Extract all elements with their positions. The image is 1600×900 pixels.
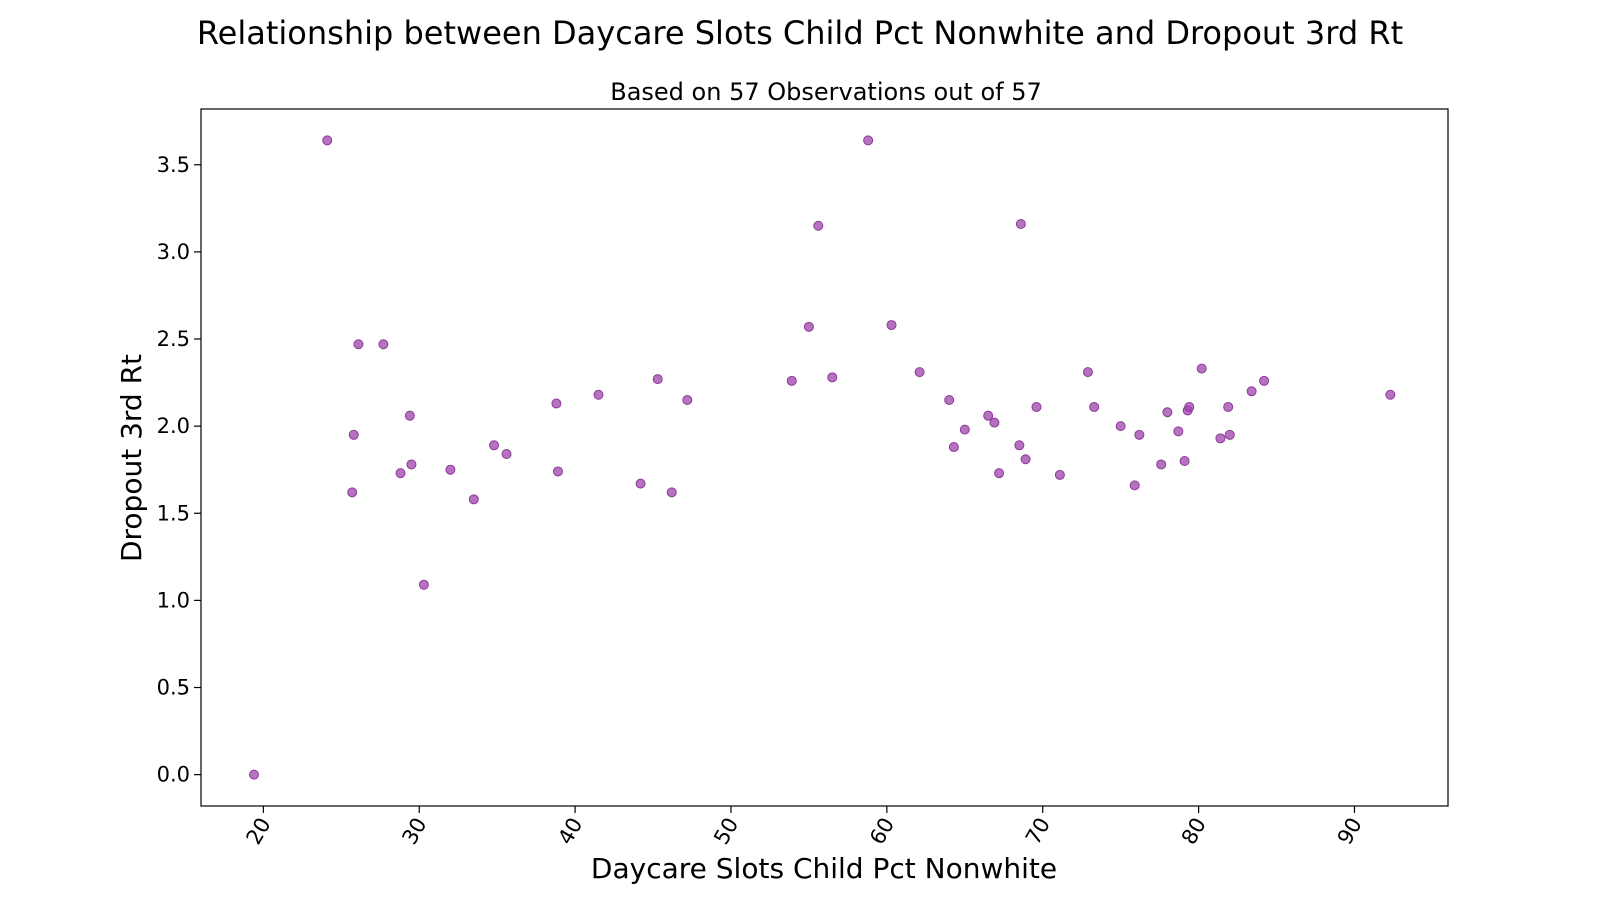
scatter-point: [682, 394, 693, 405]
scatter-point: [406, 459, 417, 470]
scatter-point: [378, 339, 389, 350]
chart-title: Relationship between Daycare Slots Child…: [197, 14, 1403, 52]
y-tick-label: 0.5: [157, 676, 190, 700]
scatter-point: [347, 487, 358, 498]
y-tick-label: 2.5: [157, 327, 190, 351]
data-points: [248, 135, 1396, 780]
scatter-point: [395, 468, 406, 479]
scatter-point: [1082, 367, 1093, 378]
scatter-point: [1089, 401, 1100, 412]
y-tick-label: 3.0: [157, 240, 190, 264]
scatter-point: [501, 449, 512, 460]
x-tick-label: 50: [709, 814, 743, 849]
y-tick-label: 1.5: [157, 501, 190, 525]
plot-frame: [200, 108, 1449, 807]
x-tick-label: 90: [1333, 814, 1367, 849]
chart-subtitle: Based on 57 Observations out of 57: [610, 78, 1042, 106]
scatter-point: [948, 442, 959, 453]
y-tick-label: 1.0: [157, 588, 190, 612]
x-tick-label: 80: [1177, 814, 1211, 849]
scatter-point: [353, 339, 364, 350]
scatter-point: [813, 220, 824, 231]
scatter-point: [827, 372, 838, 383]
scatter-point: [1015, 219, 1026, 230]
scatter-point: [489, 440, 500, 451]
x-tick-label: 30: [397, 814, 431, 849]
scatter-point: [1020, 454, 1031, 465]
scatter-point: [1134, 429, 1145, 440]
scatter-point: [1259, 375, 1270, 386]
scatter-point: [418, 579, 429, 590]
scatter-point: [635, 478, 646, 489]
scatter-point: [348, 429, 359, 440]
x-axis-ticks: 20 30 40 50 60 70 80 90: [242, 806, 1367, 849]
scatter-point: [914, 367, 925, 378]
scatter-point: [1129, 480, 1140, 491]
scatter-point: [322, 135, 333, 146]
scatter-point: [863, 135, 874, 146]
scatter-point: [1115, 421, 1126, 432]
scatter-point: [803, 321, 814, 332]
scatter-point: [1014, 440, 1025, 451]
scatter-point: [989, 417, 1000, 428]
scatter-point: [1246, 386, 1257, 397]
scatter-point: [1224, 429, 1235, 440]
y-tick-label: 0.0: [157, 763, 190, 787]
scatter-point: [1196, 363, 1207, 374]
y-axis-label: Dropout 3rd Rt: [115, 354, 148, 562]
x-tick-label: 20: [242, 814, 276, 849]
scatter-point: [1156, 459, 1167, 470]
scatter-point: [1223, 401, 1234, 412]
scatter-point: [666, 487, 677, 498]
scatter-point: [445, 464, 456, 475]
scatter-point: [1385, 389, 1396, 400]
scatter-point: [1179, 455, 1190, 466]
x-tick-label: 60: [865, 814, 899, 849]
y-axis-ticks: 0.0 0.5 1.0 1.5 2.0 2.5 3.0 3.5: [157, 153, 201, 787]
scatter-point: [404, 410, 415, 421]
scatter-point: [959, 424, 970, 435]
scatter-point: [1184, 401, 1195, 412]
scatter-point: [248, 769, 259, 780]
scatter-point: [886, 320, 897, 331]
scatter-point: [1215, 433, 1226, 444]
scatter-point: [1054, 469, 1065, 480]
scatter-point: [551, 398, 562, 409]
scatter-point: [1173, 426, 1184, 437]
x-axis-label: Daycare Slots Child Pct Nonwhite: [591, 852, 1057, 885]
scatter-point: [552, 466, 563, 477]
scatter-point: [994, 468, 1005, 479]
scatter-point: [593, 389, 604, 400]
scatter-point: [468, 494, 479, 505]
y-tick-label: 3.5: [157, 153, 190, 177]
scatter-point: [983, 410, 994, 421]
x-tick-label: 70: [1021, 814, 1055, 849]
scatter-point: [1162, 407, 1173, 418]
y-tick-label: 2.0: [157, 414, 190, 438]
scatter-point: [652, 374, 663, 385]
scatter-point: [786, 375, 797, 386]
scatter-point: [944, 394, 955, 405]
x-tick-label: 40: [553, 814, 587, 849]
scatter-point: [1031, 401, 1042, 412]
